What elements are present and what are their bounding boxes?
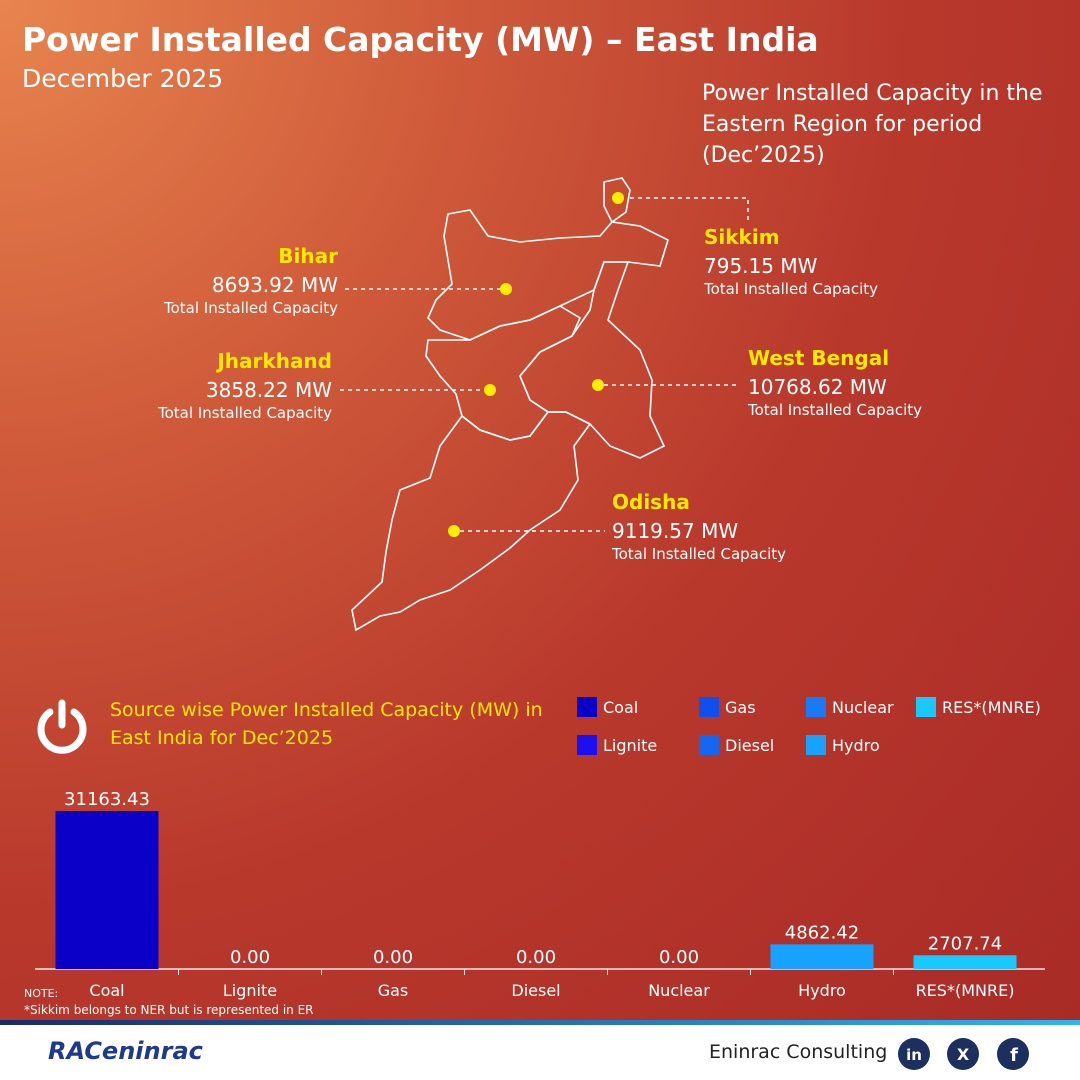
legend-label: Coal bbox=[603, 698, 638, 717]
value-label: 0.00 bbox=[230, 947, 270, 968]
location-dot bbox=[484, 384, 496, 396]
state-label: Total Installed Capacity bbox=[704, 280, 879, 298]
state-value: 3858.22 MW bbox=[205, 378, 332, 402]
bar bbox=[770, 944, 874, 969]
legend-swatch bbox=[806, 697, 826, 717]
bar bbox=[55, 811, 159, 969]
x-tick-label: Diesel bbox=[511, 981, 560, 1000]
title: Power Installed Capacity (MW) – East Ind… bbox=[22, 20, 819, 59]
legend-swatch bbox=[806, 735, 826, 755]
state-label: Total Installed Capacity bbox=[748, 401, 923, 419]
legend-label: Diesel bbox=[725, 736, 774, 755]
state-name: Odisha bbox=[612, 490, 690, 514]
divider bbox=[0, 1020, 1080, 1025]
location-dot bbox=[592, 379, 604, 391]
state-label: Total Installed Capacity bbox=[157, 404, 332, 422]
location-dot bbox=[500, 283, 512, 295]
x-tick-label: Hydro bbox=[798, 981, 846, 1000]
legend-swatch bbox=[577, 697, 597, 717]
state-name: West Bengal bbox=[748, 346, 890, 370]
legend-swatch bbox=[577, 735, 597, 755]
linkedin-icon[interactable] bbox=[898, 1038, 930, 1070]
odisha-outline bbox=[351, 411, 592, 632]
value-label: 2707.74 bbox=[928, 933, 1002, 954]
description: Power Installed Capacity in the Eastern … bbox=[702, 81, 1043, 168]
facebook-icon[interactable] bbox=[997, 1038, 1029, 1070]
state-value: 10768.62 MW bbox=[748, 375, 887, 399]
map-outline bbox=[351, 177, 669, 632]
x-icon[interactable] bbox=[947, 1038, 979, 1070]
logo: RACeninrac bbox=[48, 1037, 203, 1065]
x-glyph: X bbox=[957, 1045, 970, 1064]
leader-line bbox=[630, 197, 749, 222]
x-tick-label: Coal bbox=[89, 981, 124, 1000]
value-label: 0.00 bbox=[659, 947, 699, 968]
company-name: Eninrac Consulting bbox=[709, 1041, 888, 1063]
value-label: 31163.43 bbox=[64, 789, 150, 810]
legend-label: Lignite bbox=[603, 736, 657, 755]
legend-label: Nuclear bbox=[832, 698, 894, 717]
legend-swatch bbox=[699, 735, 719, 755]
note-text: *Sikkim belongs to NER but is represente… bbox=[24, 1003, 314, 1017]
legend-label: Hydro bbox=[832, 736, 880, 755]
bihar-outline bbox=[427, 209, 669, 341]
power-icon-arc bbox=[37, 708, 87, 754]
state-value: 9119.57 MW bbox=[612, 519, 739, 543]
value-label: 4862.42 bbox=[785, 922, 859, 943]
footer: RACeninrac Eninrac Consulting in X f bbox=[0, 1025, 1080, 1080]
subtitle: December 2025 bbox=[22, 64, 224, 93]
value-label: 0.00 bbox=[516, 947, 556, 968]
legend-swatch bbox=[699, 697, 719, 717]
legend-swatch bbox=[916, 697, 936, 717]
sikkim-outline bbox=[603, 177, 631, 224]
state-name: Jharkhand bbox=[217, 349, 332, 373]
facebook-glyph: f bbox=[1010, 1045, 1018, 1066]
state-name: Sikkim bbox=[704, 225, 780, 249]
social-icons: in X f bbox=[898, 1038, 1029, 1070]
bar-chart: 31163.43 Coal 0.00 Lignite 0.00 Gas 0.00 Diesel… bbox=[35, 697, 1045, 1000]
chart-title: Source wise Power Installed Capacity (MW… bbox=[110, 699, 543, 749]
state-label: Total Installed Capacity bbox=[612, 545, 787, 563]
state-label: Total Installed Capacity bbox=[163, 299, 338, 317]
legend-label: RES*(MNRE) bbox=[942, 698, 1041, 717]
power-icon bbox=[37, 699, 87, 754]
x-tick-label: Nuclear bbox=[648, 981, 710, 1000]
x-tick-label: RES*(MNRE) bbox=[916, 981, 1015, 1000]
jharkhand-outline bbox=[425, 305, 582, 441]
bar bbox=[913, 955, 1017, 969]
state-name: Bihar bbox=[278, 244, 338, 268]
state-value: 8693.92 MW bbox=[211, 273, 338, 297]
note-heading: NOTE: bbox=[24, 987, 59, 1000]
linkedin-glyph: in bbox=[906, 1046, 922, 1064]
legend-label: Gas bbox=[725, 698, 756, 717]
x-tick-label: Lignite bbox=[223, 981, 277, 1000]
location-dot bbox=[448, 525, 460, 537]
location-dot bbox=[612, 192, 624, 204]
state-value: 795.15 MW bbox=[704, 254, 818, 278]
value-label: 0.00 bbox=[373, 947, 413, 968]
x-tick-label: Gas bbox=[378, 981, 409, 1000]
west-bengal-outline bbox=[519, 261, 666, 459]
